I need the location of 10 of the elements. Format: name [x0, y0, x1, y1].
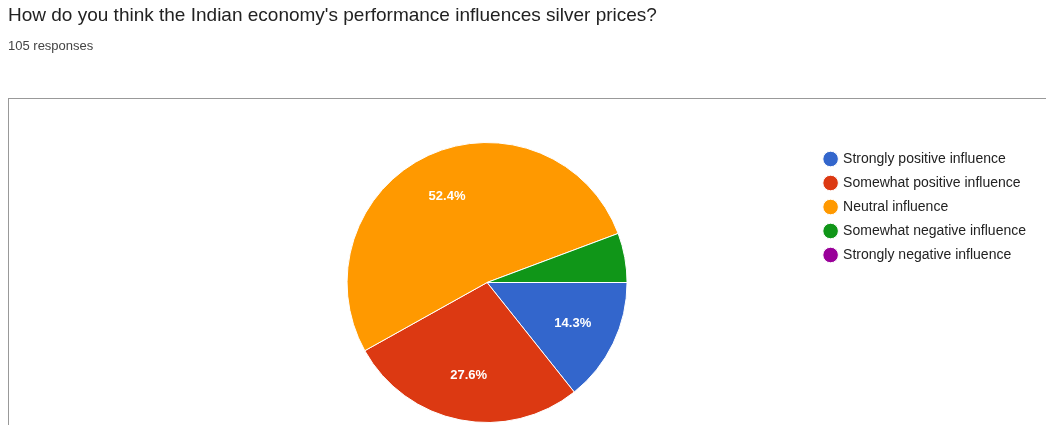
data-label: 27.6%	[450, 367, 488, 383]
legend-label: Somewhat negative influence	[843, 221, 1027, 238]
data-label: 52.4%	[428, 187, 466, 203]
chart-title: How do you think the Indian economy's performance influences silver prices?	[8, 4, 657, 26]
text: 105 responses	[8, 38, 94, 53]
data-label: 14.3%	[554, 315, 592, 331]
legend-label: Strongly negative influence	[843, 245, 1012, 262]
legend-label: Neutral influence	[843, 197, 949, 214]
legend-label: Somewhat positive influence	[843, 173, 1021, 190]
legend-label: Strongly positive influence	[843, 149, 1006, 166]
